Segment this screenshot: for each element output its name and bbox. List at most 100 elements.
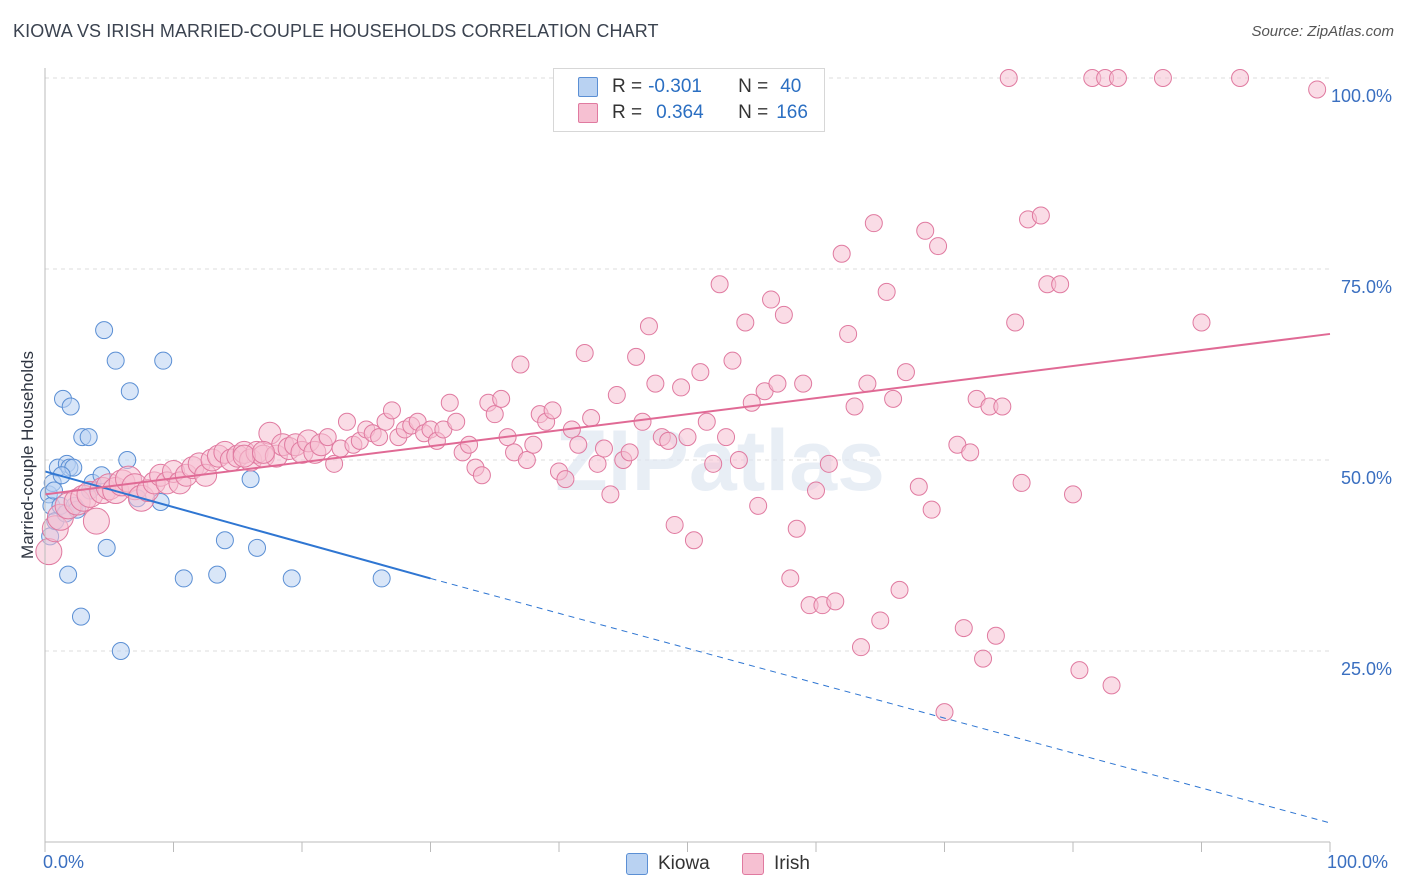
data-point: [1108, 69, 1127, 87]
data-point: [524, 435, 543, 454]
data-point: [556, 470, 575, 489]
data-point: [543, 401, 562, 420]
data-point: [684, 531, 703, 550]
data-point: [382, 401, 401, 420]
data-point: [588, 454, 607, 473]
data-point: [1308, 80, 1327, 99]
data-point: [659, 431, 678, 450]
data-point: [1102, 676, 1121, 695]
data-point: [768, 374, 787, 393]
data-point: [511, 355, 530, 374]
data-point: [890, 580, 909, 599]
legend-n-value: 166: [776, 102, 808, 123]
data-point: [232, 444, 256, 468]
data-point: [710, 275, 729, 294]
data-point: [251, 440, 275, 464]
data-point: [916, 221, 935, 240]
data-point: [71, 607, 90, 626]
legend-n-value: 40: [780, 76, 802, 97]
legend-label-irish: Irish: [774, 853, 810, 874]
data-point: [35, 538, 63, 566]
legend-r-value: 0.364: [656, 102, 704, 123]
trend-line: [44, 470, 431, 580]
y-tick-label: 75.0%: [1340, 277, 1392, 297]
data-point: [787, 519, 806, 538]
data-point: [95, 321, 114, 340]
data-point: [672, 378, 691, 397]
trend-line: [44, 332, 1331, 496]
data-point: [839, 324, 858, 343]
data-point: [871, 611, 890, 630]
data-point: [697, 412, 716, 431]
data-point: [601, 485, 620, 504]
data-point: [774, 305, 793, 324]
data-point: [582, 408, 601, 427]
data-point: [961, 443, 980, 462]
y-tick-label: 50.0%: [1340, 468, 1392, 488]
data-point: [717, 428, 736, 447]
legend-r-value: -0.301: [648, 76, 702, 97]
data-point: [97, 538, 116, 557]
data-point: [639, 317, 658, 336]
data-point: [82, 507, 110, 535]
data-point: [215, 531, 234, 550]
legend-row-kiowa: R = -0.301 N = 40: [578, 75, 801, 99]
data-point: [909, 477, 928, 496]
data-point: [607, 386, 626, 405]
data-point: [517, 451, 536, 469]
legend-r-label: R =: [612, 102, 643, 123]
stats-legend: R = -0.301 N = 40 R = 0.364 N = 166: [553, 68, 825, 132]
data-point: [472, 466, 491, 485]
trend-line-extension: [430, 577, 1331, 824]
data-point: [460, 435, 479, 454]
grid-lines: [45, 77, 1330, 652]
legend-swatch-irish: [742, 853, 764, 875]
y-axis-label: Married-couple Households: [18, 351, 37, 559]
data-point: [896, 363, 915, 382]
axes: [44, 68, 1331, 852]
legend-swatch-irish: [578, 103, 598, 123]
data-point: [729, 451, 748, 469]
data-point: [665, 515, 684, 534]
data-point: [807, 481, 825, 500]
chart-title: KIOWA VS IRISH MARRIED-COUPLE HOUSEHOLDS…: [13, 21, 659, 41]
data-point: [120, 382, 139, 401]
data-point: [106, 351, 125, 370]
trend-lines: [44, 332, 1331, 824]
data-point: [736, 313, 755, 332]
data-point: [723, 351, 742, 370]
data-point: [781, 569, 800, 588]
data-point: [61, 397, 80, 416]
y-tick-label: 25.0%: [1340, 659, 1392, 679]
data-point: [318, 428, 337, 447]
data-point: [485, 405, 504, 424]
data-point: [999, 69, 1018, 87]
data-point: [1153, 69, 1172, 87]
legend-swatch-kiowa: [626, 853, 648, 875]
x-tick-label: 100.0%: [1327, 852, 1389, 872]
data-point: [877, 282, 896, 301]
data-point: [174, 569, 193, 588]
data-point: [627, 347, 646, 366]
legend-r-label: R =: [612, 76, 643, 97]
data-point: [447, 412, 466, 431]
data-point: [974, 649, 993, 668]
data-point: [819, 454, 838, 473]
data-point: [884, 389, 903, 408]
data-point: [1070, 661, 1089, 680]
data-point: [154, 351, 173, 370]
legend-swatch-kiowa: [578, 77, 598, 97]
data-point: [337, 412, 356, 431]
data-point: [111, 642, 130, 660]
x-tick-label: 0.0%: [43, 852, 85, 872]
data-point: [762, 290, 781, 309]
data-point: [678, 428, 697, 447]
data-point: [1006, 313, 1025, 332]
data-point: [59, 565, 78, 584]
data-point: [986, 626, 1005, 645]
legend-n-label: N =: [738, 76, 769, 97]
data-point: [691, 363, 710, 382]
data-point: [1231, 69, 1250, 87]
legend-n-label: N =: [738, 102, 769, 123]
